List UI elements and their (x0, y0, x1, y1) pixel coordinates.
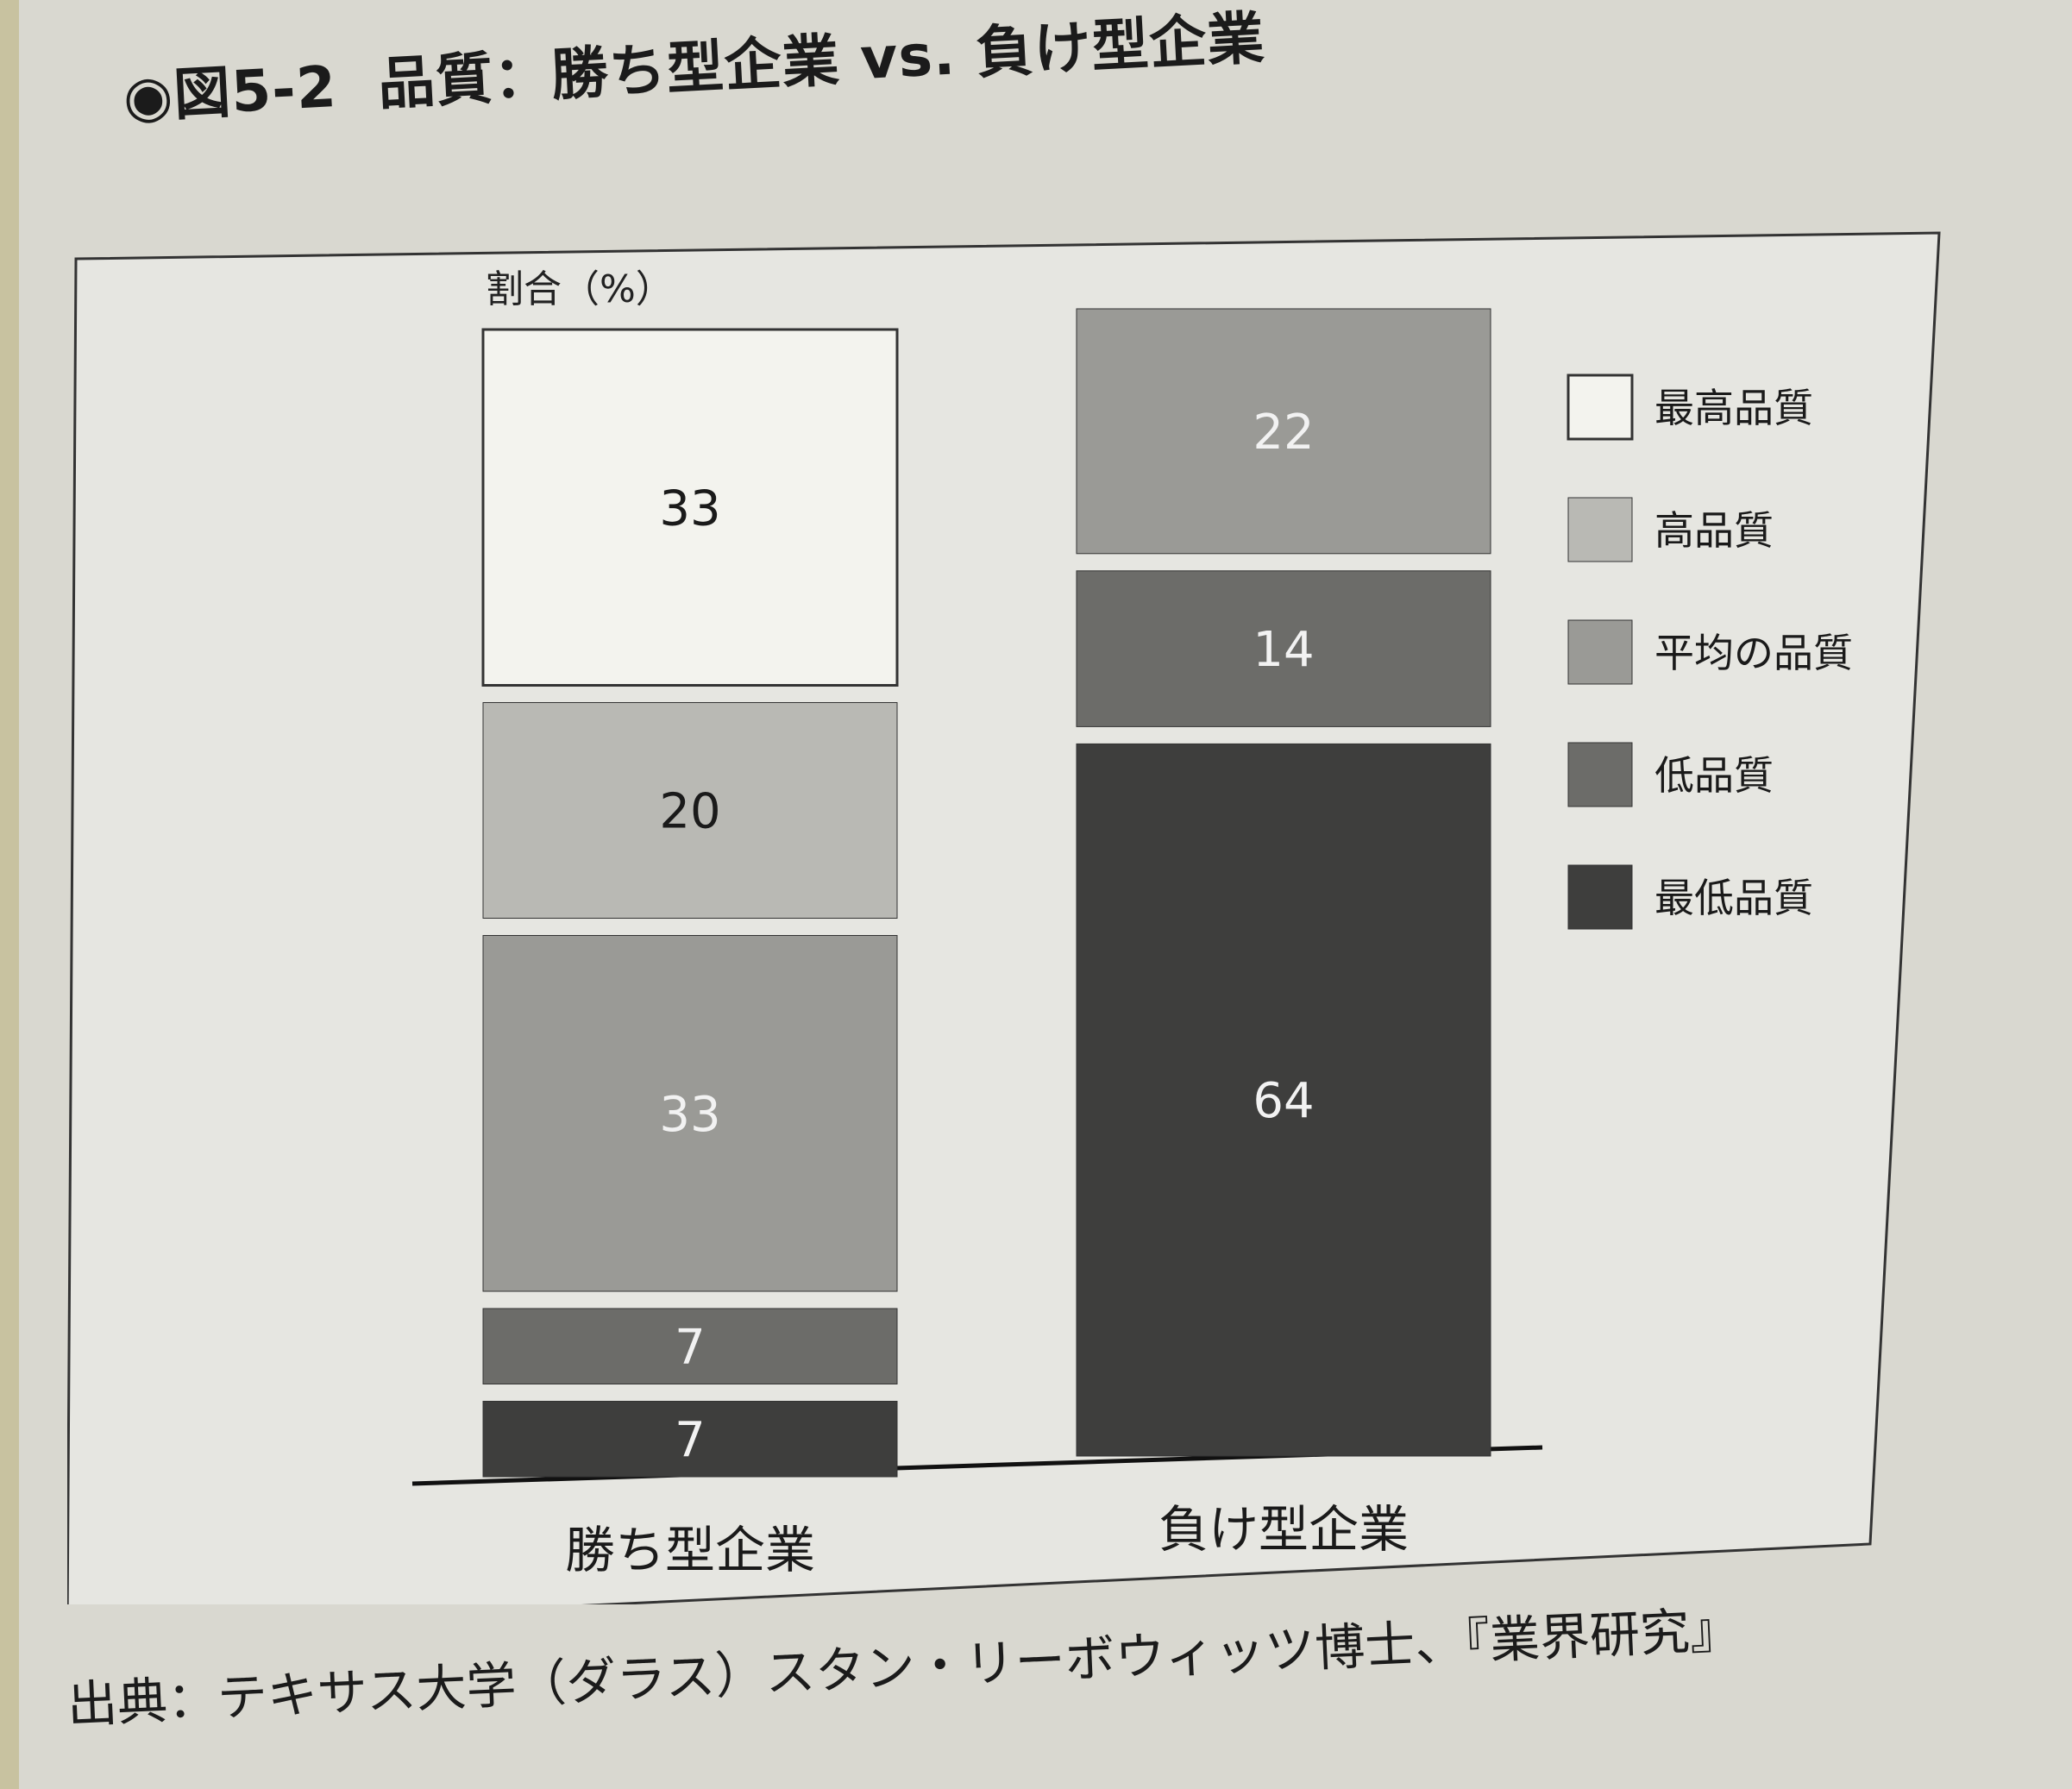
legend-swatch (1567, 864, 1633, 930)
category-labels: 勝ち型企業 負け型企業 (565, 1500, 1409, 1579)
bars-group: 7 7 33 20 33 64 14 22 (481, 308, 1491, 1478)
source-note: 出典：テキサス大学（ダラス）スタン・リーボウィッツ博士、『業界研究』 (66, 1599, 1742, 1735)
legend-swatch (1567, 742, 1633, 807)
bar-segment (1076, 308, 1491, 555)
legend-swatch (1567, 619, 1633, 685)
legend-label: 高品質 (1654, 507, 1774, 554)
legend-label: 低品質 (1654, 752, 1774, 799)
figure-title-text: 品質：勝ち型企業 vs. 負け型企業 (376, 4, 1267, 118)
stacked-bar-chart: 割合（%） 7 7 33 20 33 64 14 22 勝ち型企業 負け型企業 最高品質高品質平… (67, 231, 1941, 1604)
bar-segment (1076, 743, 1491, 1457)
figure-number: ◉図5-2 (121, 53, 339, 131)
figure-title: ◉図5-2 品質：勝ち型企業 vs. 負け型企業 (121, 0, 1266, 135)
page-edge (0, 0, 19, 1789)
x-category-label: 勝ち型企業 (565, 1521, 815, 1579)
bar-value-label: 14 (1253, 622, 1314, 678)
chart-frame: 割合（%） 7 7 33 20 33 64 14 22 勝ち型企業 負け型企業 最高品質高品質平… (67, 173, 1948, 1604)
bar-value-label: 33 (659, 1087, 720, 1143)
bar-segment (1076, 570, 1491, 727)
bar-value-label: 7 (675, 1412, 706, 1468)
x-category-label: 負け型企業 (1158, 1500, 1409, 1559)
bar-value-label: 64 (1253, 1073, 1314, 1129)
legend-label: 最低品質 (1654, 875, 1813, 921)
bar-segment (482, 935, 898, 1292)
bar-value-label: 7 (675, 1320, 706, 1376)
y-axis-label: 割合（%） (486, 267, 674, 311)
bar-value-label: 20 (659, 784, 720, 840)
legend-swatch (1567, 373, 1634, 441)
bar-segment (482, 1401, 898, 1478)
legend-label: 最高品質 (1654, 385, 1813, 431)
bar-segment (482, 702, 898, 919)
bar-segment (481, 328, 899, 687)
bar-segment (482, 1308, 898, 1384)
bar-value-label: 22 (1253, 405, 1314, 461)
bar-value-label: 33 (659, 480, 720, 537)
legend-label: 平均の品質 (1654, 630, 1853, 676)
legend-swatch (1567, 497, 1633, 562)
